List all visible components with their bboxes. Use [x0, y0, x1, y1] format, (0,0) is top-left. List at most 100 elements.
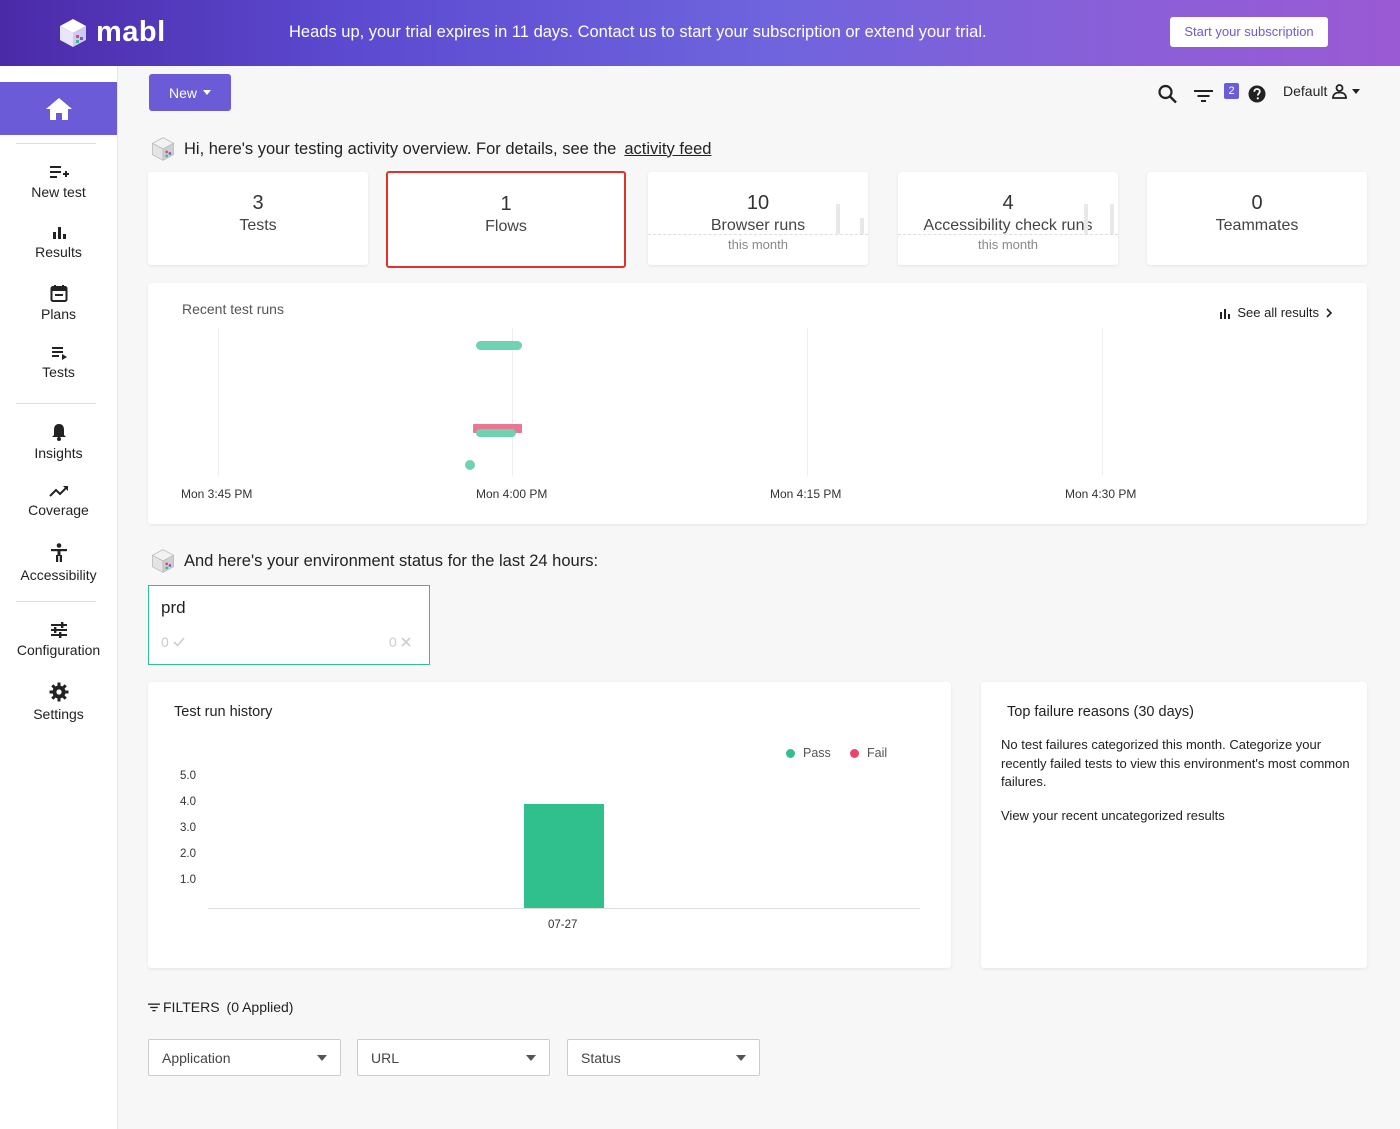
activity-feed-link[interactable]: activity feed: [624, 139, 712, 158]
new-dropdown-button[interactable]: New: [149, 74, 231, 111]
sidebar-item-home[interactable]: [0, 82, 117, 135]
sidebar-item-insights[interactable]: Insights: [0, 423, 117, 461]
bell-icon: [51, 424, 66, 441]
stat-value: 3: [252, 192, 264, 214]
sidebar-item-label: Accessibility: [20, 567, 97, 583]
mabl-cube-icon: [151, 549, 175, 574]
sparkline-bar: [836, 204, 840, 234]
time-tick-label: Mon 3:45 PM: [181, 487, 253, 501]
environment-card-prd[interactable]: prd 0 0: [148, 585, 430, 665]
stat-card-accessibility-runs[interactable]: 4 Accessibility check runs this month: [898, 172, 1118, 265]
sparkline-bar: [1084, 204, 1088, 234]
y-tick-label: 1.0: [180, 874, 196, 886]
x-axis: [208, 908, 920, 909]
panel-title: Recent test runs: [182, 301, 284, 317]
failure-description: No test failures categorized this month.…: [1001, 737, 1350, 789]
time-tick-label: Mon 4:00 PM: [476, 487, 548, 501]
sidebar: New test Results Plans Tests Insights C: [0, 66, 118, 1129]
stat-card-teammates[interactable]: 0 Teammates: [1147, 172, 1367, 265]
filters-toggle[interactable]: FILTERS (0 Applied): [148, 999, 293, 1015]
y-tick-label: 2.0: [180, 848, 196, 860]
test-run-history-panel: Test run history Pass Fail 5.0 4.0 3.0 2…: [148, 682, 951, 968]
workspace-selector[interactable]: Default: [1283, 83, 1361, 99]
chevron-down-icon: [317, 1054, 327, 1061]
accessibility-icon: [50, 543, 67, 562]
run-bar-pass[interactable]: [476, 341, 522, 350]
sidebar-item-new-test[interactable]: New test: [0, 164, 117, 200]
start-subscription-button[interactable]: Start your subscription: [1170, 17, 1328, 47]
panel-title: Test run history: [174, 704, 273, 720]
url-select[interactable]: URL: [357, 1039, 550, 1076]
mabl-logo[interactable]: mabl: [58, 16, 166, 49]
sidebar-item-tests[interactable]: Tests: [0, 346, 117, 380]
pass-count-value: 0: [161, 634, 169, 650]
gear-icon: [49, 682, 68, 702]
stat-label: Flows: [485, 218, 527, 235]
trial-banner: mabl Heads up, your trial expires in 11 …: [0, 0, 1400, 66]
status-select[interactable]: Status: [567, 1039, 760, 1076]
sparkline-baseline: [898, 234, 1118, 235]
new-test-icon: [49, 166, 69, 178]
sidebar-item-accessibility[interactable]: Accessibility: [0, 543, 117, 583]
list-icon: [51, 347, 67, 360]
sidebar-item-settings[interactable]: Settings: [0, 682, 117, 722]
sidebar-item-coverage[interactable]: Coverage: [0, 484, 117, 518]
gridline: [1102, 328, 1103, 476]
panel-title: Top failure reasons (30 days): [1007, 704, 1194, 720]
sidebar-item-label: Plans: [40, 306, 77, 322]
stat-value: 1: [500, 193, 512, 215]
sparkline-bar: [1110, 204, 1114, 234]
filter-icon[interactable]: [1194, 84, 1213, 108]
select-value: URL: [371, 1049, 400, 1066]
stat-value: 4: [1002, 192, 1014, 214]
trial-message: Heads up, your trial expires in 11 days.…: [289, 23, 987, 41]
uncategorized-results-link[interactable]: View your recent uncategorized results: [1001, 808, 1225, 823]
run-bar-pass[interactable]: [476, 429, 516, 437]
select-value: Status: [581, 1049, 621, 1066]
sidebar-divider: [16, 403, 96, 404]
sliders-icon: [50, 622, 67, 638]
sidebar-item-label: Configuration: [16, 642, 101, 658]
stat-card-flows[interactable]: 1 Flows: [386, 171, 626, 268]
home-icon: [45, 97, 72, 120]
chevron-down-icon: [526, 1054, 536, 1061]
legend-item-pass[interactable]: Pass: [786, 746, 831, 760]
user-icon: [1332, 83, 1348, 99]
workspace-name: Default: [1283, 83, 1328, 99]
top-failure-reasons-panel: Top failure reasons (30 days) No test fa…: [981, 682, 1367, 968]
filters-applied-count: (0 Applied): [226, 999, 294, 1015]
time-tick-label: Mon 4:30 PM: [1065, 487, 1137, 501]
sidebar-item-label: Insights: [34, 445, 83, 461]
filter-icon: [148, 1003, 160, 1011]
see-all-results-link[interactable]: See all results: [1219, 305, 1333, 320]
x-tick-label: 07-27: [548, 919, 578, 931]
sidebar-divider: [16, 601, 96, 602]
environment-fail-count: 0: [389, 634, 411, 650]
help-icon[interactable]: [1248, 82, 1266, 106]
sidebar-item-label: Settings: [33, 706, 84, 722]
sidebar-item-configuration[interactable]: Configuration: [0, 622, 117, 658]
stat-card-tests[interactable]: 3 Tests: [148, 172, 368, 265]
run-dot-pass[interactable]: [465, 460, 475, 470]
run-bar-fail[interactable]: [473, 424, 522, 433]
trend-icon: [48, 486, 68, 497]
stat-subtitle: this month: [978, 237, 1038, 252]
sidebar-item-results[interactable]: Results: [0, 224, 117, 260]
application-select[interactable]: Application: [148, 1039, 341, 1076]
search-icon[interactable]: [1158, 82, 1177, 106]
greeting-text: Hi, here's your testing activity overvie…: [184, 139, 617, 158]
recent-test-runs-panel: Recent test runs See all results Mon 3:4…: [148, 283, 1367, 524]
stat-label: Tests: [239, 217, 277, 234]
sparkline-baseline: [648, 234, 868, 235]
mabl-cube-icon: [60, 18, 86, 47]
stat-label: Teammates: [1215, 217, 1299, 234]
sidebar-item-plans[interactable]: Plans: [0, 284, 117, 322]
new-button-label: New: [168, 84, 197, 101]
stat-card-browser-runs[interactable]: 10 Browser runs this month: [648, 172, 868, 265]
gridline: [512, 328, 513, 476]
legend-label: Pass: [803, 746, 831, 760]
chevron-down-icon: [1352, 88, 1361, 94]
pass-bar-07-27[interactable]: [524, 804, 604, 908]
stat-value: 10: [746, 192, 770, 214]
legend-item-fail[interactable]: Fail: [850, 746, 887, 760]
